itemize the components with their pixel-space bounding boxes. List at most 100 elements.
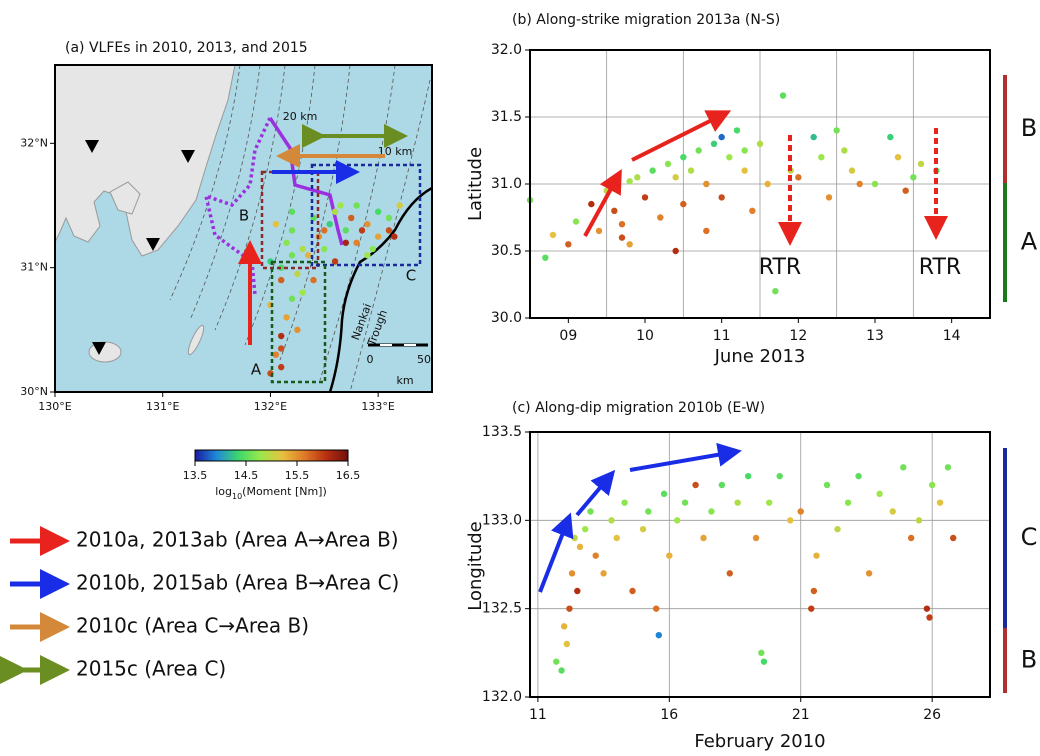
event-point	[710, 140, 718, 147]
event-point	[560, 623, 568, 630]
colorbar-label-main: log	[215, 485, 232, 498]
event-point	[587, 508, 594, 515]
event-point	[294, 270, 301, 278]
event-point	[787, 517, 794, 524]
event-point	[855, 472, 862, 480]
event-point	[808, 605, 815, 612]
panel-b-frame	[529, 49, 991, 319]
event-point	[326, 220, 333, 228]
migration-arrows	[538, 110, 948, 593]
event-point	[766, 499, 773, 506]
y-tick-label: 132.0	[482, 689, 522, 705]
event-point	[907, 534, 915, 542]
event-point	[813, 552, 820, 559]
y-tick-label: 30.0	[491, 310, 522, 326]
side-label: C	[1021, 523, 1038, 551]
legend-entry: 2010b, 2015ab (Area B→Area C)	[10, 569, 399, 599]
event-point	[695, 147, 702, 154]
event-point	[542, 254, 549, 261]
event-point	[278, 363, 285, 371]
x-tick-label: 11	[529, 707, 547, 723]
event-point	[283, 314, 290, 321]
event-point	[342, 227, 350, 234]
panel-c-frame	[529, 431, 991, 698]
x-tick-label: 11	[713, 328, 731, 344]
event-point	[364, 220, 371, 228]
event-point	[576, 543, 584, 551]
event-point	[734, 499, 741, 506]
event-point	[374, 233, 382, 240]
event-point	[733, 127, 741, 134]
legend-entry: 2010c (Area C→Area B)	[10, 612, 309, 642]
colorbar-label-sub: 10	[232, 492, 242, 501]
y-tick-label: 132.5	[482, 601, 522, 617]
event-point	[944, 464, 952, 471]
event-point	[626, 241, 633, 248]
colorbar-label-tail: (Moment [Nm])	[242, 485, 327, 498]
x-tick-label: 09	[559, 328, 577, 344]
event-point	[634, 174, 641, 181]
event-point	[865, 570, 873, 577]
event-point	[776, 472, 783, 480]
event-point	[718, 133, 725, 141]
event-point	[299, 289, 306, 296]
event-point	[779, 92, 787, 99]
event-point	[810, 587, 818, 595]
event-point	[726, 570, 733, 577]
event-point	[385, 214, 393, 222]
event-point	[887, 133, 894, 141]
event-point	[588, 200, 595, 208]
event-point	[618, 234, 626, 241]
event-point	[321, 245, 328, 253]
event-point	[797, 508, 804, 515]
colorbar	[194, 449, 349, 462]
event-point	[726, 154, 733, 161]
event-point	[563, 640, 570, 648]
panel-c-title: (c) Along-dip migration 2010b (E-W)	[512, 400, 765, 416]
legend-label: 2015c (Area C)	[76, 657, 226, 681]
x-tick-label: 12	[789, 328, 807, 344]
event-point	[391, 233, 398, 240]
event-point	[871, 180, 879, 188]
panel-b-title: (b) Along-strike migration 2013a (N-S)	[512, 12, 780, 28]
event-point	[900, 464, 907, 471]
event-point	[558, 667, 565, 674]
event-point	[703, 227, 710, 235]
event-point	[299, 245, 306, 253]
event-point	[288, 295, 296, 302]
event-point	[680, 154, 687, 161]
event-point	[744, 472, 752, 480]
event-point	[310, 276, 317, 284]
event-point	[923, 605, 931, 612]
legend-entry: 2010a, 2013ab (Area A→Area B)	[10, 526, 399, 556]
event-point	[795, 174, 802, 181]
event-point	[353, 202, 360, 209]
event-point	[825, 194, 833, 201]
event-point	[649, 167, 656, 174]
legend-entry: 2015c (Area C)	[0, 655, 226, 685]
event-point	[917, 160, 925, 168]
event-point	[848, 167, 856, 174]
event-point	[844, 499, 852, 506]
event-point	[700, 534, 707, 542]
event-point	[565, 241, 572, 248]
y-tick-label: 133.0	[482, 512, 522, 528]
y-axis-label: Longitude	[465, 521, 486, 611]
event-point	[681, 499, 689, 506]
event-point	[283, 239, 290, 246]
event-point	[385, 227, 393, 234]
event-point	[288, 227, 296, 234]
event-point	[674, 517, 681, 524]
event-point	[571, 534, 578, 542]
event-point	[337, 202, 344, 209]
event-point	[841, 147, 848, 154]
event-point	[595, 227, 603, 235]
event-point	[928, 481, 936, 489]
event-point	[358, 227, 366, 234]
event-point	[566, 605, 573, 612]
event-point	[758, 649, 765, 657]
event-point	[278, 276, 285, 284]
event-point	[369, 245, 376, 253]
y-tick-label: 30°N	[20, 385, 48, 398]
event-point	[856, 180, 863, 188]
